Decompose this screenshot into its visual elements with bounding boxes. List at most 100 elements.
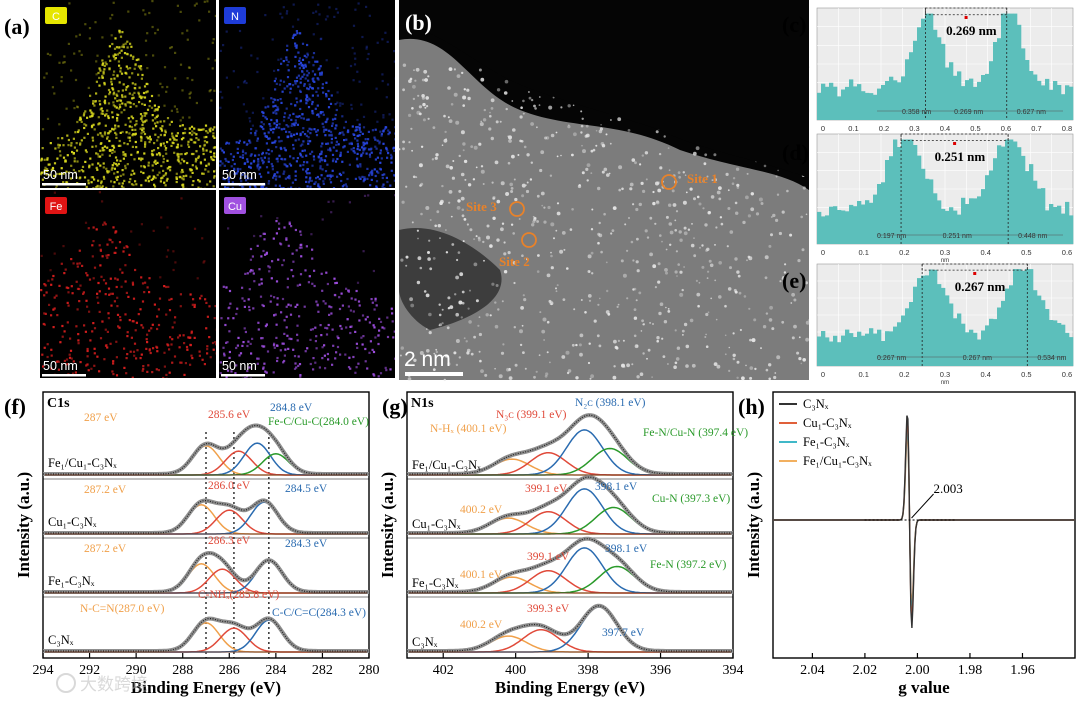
eds-dot	[110, 80, 113, 83]
eds-dot	[287, 125, 290, 128]
eds-dot	[389, 153, 393, 156]
eds-dot	[102, 166, 105, 169]
eds-dot	[321, 289, 324, 292]
atom-dot	[626, 249, 629, 252]
peak-label: 287.2 eV	[84, 484, 127, 496]
eds-dot	[373, 308, 376, 311]
eds-dot	[288, 83, 291, 86]
eds-dot	[339, 102, 342, 105]
eds-dot	[326, 327, 329, 330]
atom-dot	[452, 160, 455, 162]
profile-bar	[917, 27, 922, 120]
eds-dot	[121, 102, 124, 105]
eds-dot	[328, 6, 331, 9]
profile-bar	[841, 335, 846, 366]
eds-dot	[353, 133, 356, 136]
eds-dot	[180, 171, 183, 174]
eds-dot	[250, 54, 253, 57]
atom-dot	[483, 108, 486, 112]
eds-dot	[116, 99, 119, 103]
eds-dot	[356, 147, 359, 151]
eds-dot	[271, 38, 274, 41]
eds-dot	[148, 277, 151, 280]
eds-dot	[146, 176, 149, 179]
atom-dot	[724, 334, 727, 337]
atom-dot	[606, 173, 610, 177]
eds-dot	[134, 64, 137, 67]
eds-dot	[279, 349, 282, 352]
eds-dot	[131, 117, 135, 120]
atom-dot	[444, 354, 449, 358]
atom-dot	[781, 210, 785, 214]
profile-mark-label: 0.251 nm	[943, 233, 972, 240]
eds-dot	[116, 278, 119, 281]
atom-dot	[503, 252, 507, 256]
eds-dot	[205, 164, 208, 167]
eds-dot	[175, 146, 178, 149]
eds-dot	[133, 354, 136, 357]
profile-bar	[841, 89, 846, 120]
raw-data	[43, 617, 369, 652]
eds-dot	[316, 60, 319, 63]
atom-dot	[580, 299, 583, 301]
eds-dot	[374, 138, 377, 141]
eds-dot	[138, 157, 141, 160]
eds-dot	[359, 177, 362, 180]
atom-dot	[661, 240, 663, 243]
eds-dot	[86, 355, 89, 358]
atom-dot	[642, 189, 646, 193]
atom-dot	[639, 163, 642, 166]
peak-label: 287 eV	[84, 412, 118, 424]
eds-dot	[348, 201, 351, 204]
eds-dot	[188, 116, 191, 119]
atom-dot	[704, 223, 708, 227]
eds-dot	[84, 149, 87, 152]
atom-dot	[412, 84, 416, 89]
atom-dot	[489, 314, 492, 317]
eds-dot	[91, 176, 95, 179]
eds-dot	[313, 182, 316, 185]
atom-dot	[783, 271, 787, 274]
eds-dot	[378, 140, 381, 143]
atom-dot	[419, 351, 424, 355]
atom-dot	[513, 178, 516, 181]
eds-dot	[366, 167, 369, 170]
atom-dot	[747, 214, 752, 218]
eds-dot	[359, 130, 362, 133]
atom-dot	[753, 318, 757, 322]
eds-dot	[205, 135, 208, 139]
eds-dot	[141, 300, 145, 303]
eds-dot	[263, 132, 266, 135]
eds-dot	[181, 170, 185, 173]
eds-dot	[361, 314, 365, 317]
eds-dot	[115, 136, 118, 139]
atom-dot	[503, 270, 508, 274]
atom-dot	[416, 280, 421, 285]
eds-dot	[257, 153, 260, 157]
atom-dot	[544, 374, 548, 378]
eds-dot	[338, 296, 341, 299]
atom-dot	[682, 200, 687, 205]
eds-dot	[362, 126, 366, 129]
eds-dot	[142, 9, 145, 12]
atom-dot	[458, 300, 463, 305]
eds-dot	[306, 347, 309, 350]
eds-dot	[189, 91, 192, 94]
eds-dot	[88, 166, 91, 169]
eds-dot	[179, 162, 182, 165]
atom-dot	[425, 96, 430, 100]
atom-dot	[728, 346, 731, 349]
eds-dot	[124, 88, 128, 91]
eds-dot	[294, 174, 297, 177]
eds-dot	[70, 357, 73, 360]
eds-dot	[101, 63, 104, 66]
eds-dot	[382, 183, 385, 186]
eds-dot	[327, 200, 330, 203]
eds-dot	[227, 186, 230, 188]
raw-data	[407, 538, 733, 593]
eds-dot	[251, 124, 254, 127]
eds-dot	[324, 326, 327, 329]
eds-dot	[381, 326, 384, 329]
atom-dot	[718, 197, 722, 201]
eds-dot	[381, 38, 384, 41]
